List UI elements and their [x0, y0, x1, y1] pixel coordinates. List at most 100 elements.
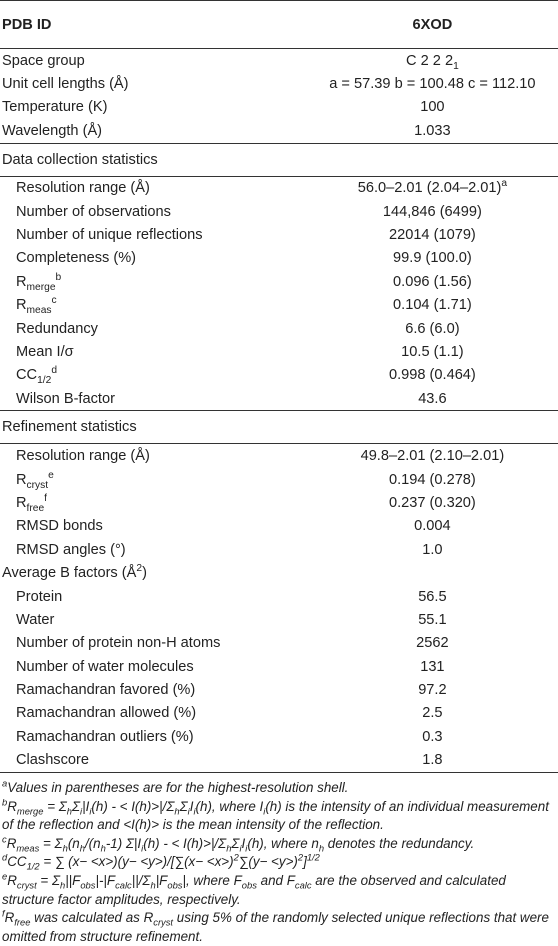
table-row: Clashscore 1.8: [0, 748, 558, 773]
text-run: |I: [82, 798, 90, 814]
text-run: ∑(y− <y>): [238, 854, 298, 870]
superscript: e: [2, 871, 8, 882]
table-row: Resolution range (Å) 49.8–2.01 (2.10–2.01…: [0, 444, 558, 468]
text-run: ||/Σ: [131, 872, 151, 888]
text-run: 99.9 (100.0): [393, 250, 472, 267]
subscript: merge: [16, 806, 44, 817]
text-run: and F: [256, 872, 295, 888]
table-row: Wilson B-factor 43.6: [0, 387, 558, 412]
row-value: 131: [307, 655, 558, 678]
row-value: 10.5 (1.1): [307, 340, 558, 363]
row-label: Ramachandran allowed (%): [0, 702, 307, 725]
text-run: R: [7, 798, 17, 814]
row-value: 6.6 (6.0): [307, 317, 558, 340]
subscript: cryst: [16, 880, 37, 891]
text-run: Water: [16, 611, 55, 628]
footnote: dCC1/2 = ∑ (x− <x>)(y− <y>)/[∑(x− <x>)2∑…: [2, 853, 556, 872]
superscript: d: [51, 365, 57, 377]
subscript: h: [150, 880, 156, 891]
text-run: Mean I/σ: [16, 343, 74, 360]
text-run: ||F: [65, 872, 81, 888]
superscript: 1/2: [306, 852, 320, 863]
row-value: 55.1: [307, 608, 558, 631]
text-run: Ramachandran outliers (%): [16, 728, 194, 745]
subscript: i: [80, 806, 83, 817]
row-label: RMSD angles (°): [0, 538, 307, 561]
row-label: Rcryste: [0, 468, 307, 491]
text-run: Clashscore: [16, 752, 89, 769]
text-run: (h), where n: [247, 835, 319, 851]
row-label: Unit cell lengths (Å): [0, 72, 307, 95]
row-label: Water: [0, 608, 307, 631]
superscript: f: [2, 908, 5, 919]
row-label: Clashscore: [0, 748, 307, 773]
subscript: i: [89, 806, 92, 817]
superscript: c: [51, 295, 57, 307]
subscript: i: [193, 806, 196, 817]
row-value: 1.8: [306, 748, 558, 773]
text-run: Resolution range (Å): [16, 448, 150, 465]
text-run: 1.0: [422, 541, 443, 558]
subscript: 1: [453, 60, 459, 72]
row-label: Number of unique reflections: [0, 223, 307, 246]
row-value: 49.8–2.01 (2.10–2.01): [307, 444, 558, 468]
text-run: = Σ: [39, 835, 63, 851]
section-title: Refinement statistics: [0, 410, 558, 445]
section-row: Data collection statistics: [0, 142, 558, 177]
text-run: 0.3: [422, 728, 443, 745]
text-run: 0.237 (0.320): [388, 494, 476, 511]
superscript: e: [48, 469, 54, 481]
superscript: d: [2, 852, 8, 863]
text-run: 0.004: [414, 518, 451, 535]
subscript: free: [26, 502, 45, 514]
text-run: R: [16, 494, 27, 511]
text-run: 43.6: [418, 390, 447, 407]
table-row: Ramachandran favored (%) 97.2: [0, 678, 558, 701]
text-run: Temperature (K): [2, 99, 108, 116]
text-run: are the observed and calculated structur…: [2, 872, 506, 907]
subscript: cryst: [26, 479, 49, 491]
subscript: h: [226, 843, 232, 854]
row-value: [307, 561, 558, 584]
text-run: Number of observations: [16, 203, 171, 220]
row-value: 0.3: [307, 725, 558, 748]
text-run: (h) is the intensity of an individual me…: [2, 798, 549, 833]
row-label: Protein: [0, 585, 307, 608]
text-run: R: [16, 297, 27, 314]
subscript: calc: [115, 880, 132, 891]
table-row: Unit cell lengths (Å) a = 57.39 b = 100.4…: [0, 72, 558, 95]
table-row: Temperature (K) 100: [0, 96, 558, 119]
superscript: b: [2, 797, 8, 808]
row-label: Mean I/σ: [0, 340, 307, 363]
text-run: 100: [420, 99, 445, 116]
text-run: Average B factors (Å: [2, 565, 137, 582]
footnote: cRmeas = Σh(nh/(nh-1) Σ|Ii(h) - < I(h)>|…: [2, 835, 556, 854]
text-run: 55.1: [418, 611, 447, 628]
superscript: f: [44, 493, 47, 505]
text-run: 56.0–2.01 (2.04–2.01): [357, 180, 502, 197]
superscript: b: [55, 271, 62, 283]
subscript: meas: [16, 843, 40, 854]
row-value: 97.2: [307, 678, 558, 701]
text-run: RMSD bonds: [16, 518, 103, 535]
text-run: |, where F: [182, 872, 242, 888]
text-run: 1.033: [414, 122, 451, 139]
subscript: h: [62, 843, 68, 854]
text-run: Σ: [179, 798, 188, 814]
row-label: Number of observations: [0, 200, 307, 223]
subscript: obs: [80, 880, 96, 891]
superscript: a: [2, 778, 8, 789]
text-run: R: [16, 471, 27, 488]
subscript: merge: [26, 281, 56, 293]
row-label: Number of protein non-H atoms: [0, 632, 307, 655]
subscript: h: [66, 806, 72, 817]
row-label: Wilson B-factor: [0, 387, 307, 412]
text-run: 10.5 (1.1): [401, 343, 464, 360]
text-run: 131: [420, 658, 445, 675]
text-run: 0.096 (1.56): [393, 273, 472, 290]
row-label: Resolution range (Å): [0, 176, 307, 200]
row-value: 1.033: [306, 119, 558, 144]
row-label: Number of water molecules: [0, 655, 307, 678]
subscript: i: [239, 843, 242, 854]
text-run: Wavelength (Å): [2, 122, 103, 139]
